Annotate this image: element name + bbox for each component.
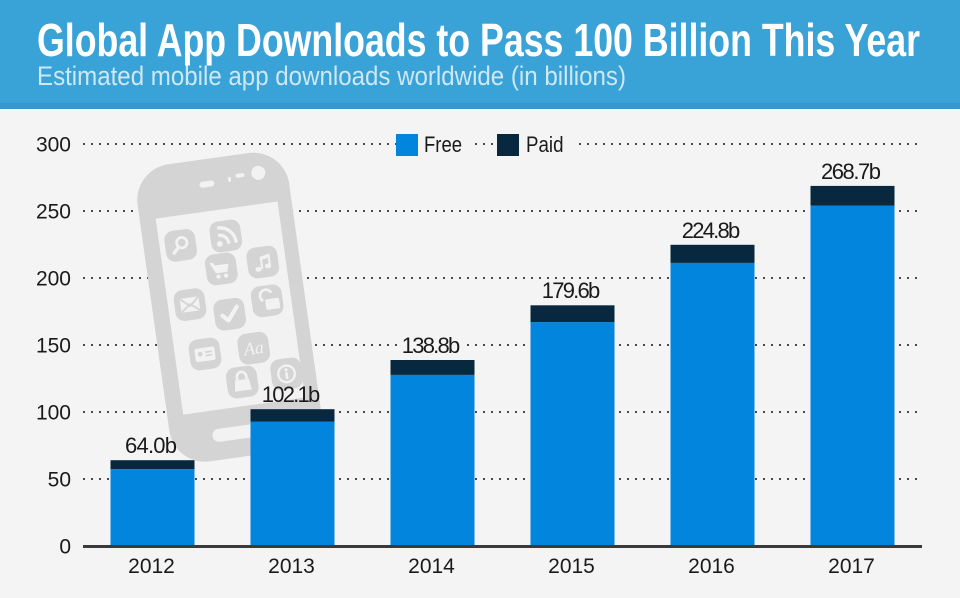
svg-text:2015: 2015 <box>548 555 595 578</box>
svg-text:150: 150 <box>36 335 71 358</box>
svg-text:2012: 2012 <box>128 555 175 578</box>
svg-text:268.7b: 268.7b <box>821 159 881 184</box>
svg-text:Aa: Aa <box>241 337 265 360</box>
svg-text:64.0b: 64.0b <box>125 433 177 458</box>
svg-text:Free: Free <box>424 132 462 157</box>
svg-text:0: 0 <box>59 536 71 559</box>
svg-text:Paid: Paid <box>526 132 564 157</box>
svg-text:250: 250 <box>36 201 71 224</box>
svg-text:2013: 2013 <box>268 555 315 578</box>
svg-text:Estimated mobile app downloads: Estimated mobile app downloads worldwide… <box>37 61 626 91</box>
svg-text:2016: 2016 <box>688 555 735 578</box>
svg-text:224.8b: 224.8b <box>682 218 741 243</box>
svg-text:102.1b: 102.1b <box>262 382 321 407</box>
svg-text:50: 50 <box>48 469 71 492</box>
svg-text:2017: 2017 <box>828 555 875 578</box>
svg-text:300: 300 <box>36 134 71 157</box>
svg-text:138.8b: 138.8b <box>402 333 461 358</box>
svg-text:200: 200 <box>36 268 71 291</box>
svg-text:100: 100 <box>36 402 71 425</box>
svg-text:2014: 2014 <box>408 555 455 578</box>
svg-text:Global App Downloads to Pass 1: Global App Downloads to Pass 100 Billion… <box>37 14 920 66</box>
svg-text:179.6b: 179.6b <box>542 278 601 303</box>
